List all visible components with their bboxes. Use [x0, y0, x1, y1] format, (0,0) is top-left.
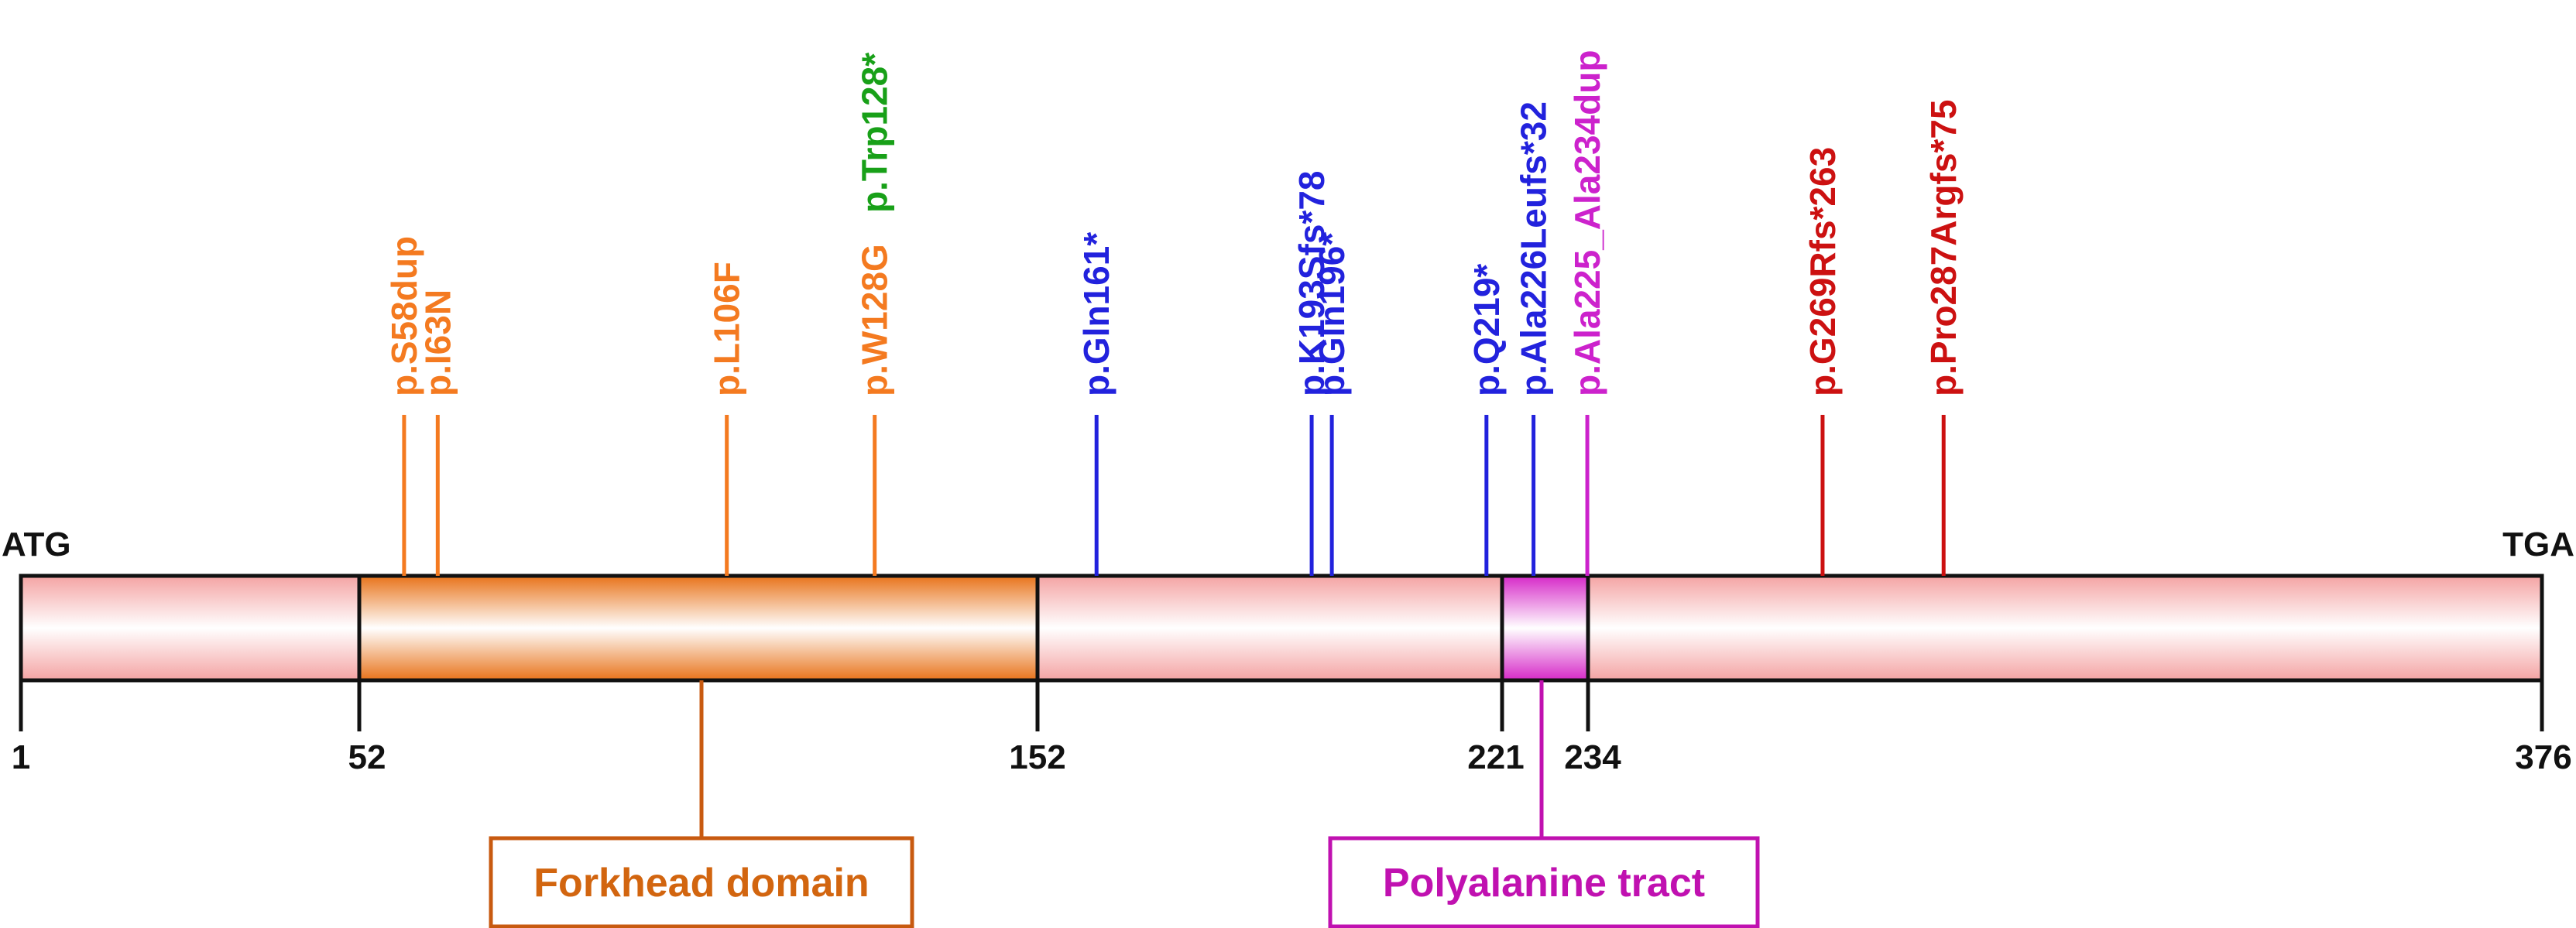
mutation-label: p.Ala225_Ala234dup	[1567, 50, 1607, 396]
mutation-label: p.W128G	[855, 244, 895, 396]
mutation-label: p.G269Rfs*263	[1803, 147, 1843, 396]
position-ticks	[19, 680, 2544, 731]
polyalanine-tract-block	[1500, 574, 1590, 683]
mutation-label: p.Ala226Leufs*32	[1514, 101, 1554, 396]
mutation-label-secondary: p.Trp128*	[855, 53, 895, 213]
mutation-label: p.Gln196*	[1312, 232, 1352, 396]
mutation-label: p.S58dup	[384, 236, 424, 396]
position-label-1: 1	[12, 738, 30, 776]
mutation-label: p.L106F	[707, 262, 747, 396]
polyalanine-tract-label: Polyalanine tract	[1383, 861, 1705, 906]
position-label-52: 52	[348, 738, 386, 776]
position-label-376: 376	[2515, 738, 2571, 776]
position-label-221: 221	[1467, 738, 1524, 776]
mutation-label: p.Pro287Argfs*75	[1923, 100, 1964, 397]
mutation-label: p.Gln161*	[1076, 232, 1116, 396]
stop-codon-label: TGA	[2502, 526, 2574, 563]
mutation-label: p.Q219*	[1466, 264, 1507, 396]
mutation-label: p.I63N	[417, 289, 458, 396]
start-codon-label: ATG	[2, 526, 71, 563]
forkhead-domain-label: Forkhead domain	[533, 861, 869, 906]
mutation-label: p.K193Sfs*78	[1291, 171, 1332, 397]
position-label-152: 152	[1009, 738, 1065, 776]
polyalanine-tract-box	[1328, 836, 1760, 928]
forkhead-domain-block	[357, 574, 1040, 683]
forkhead-domain-box	[489, 836, 914, 928]
position-label-234: 234	[1564, 738, 1621, 776]
